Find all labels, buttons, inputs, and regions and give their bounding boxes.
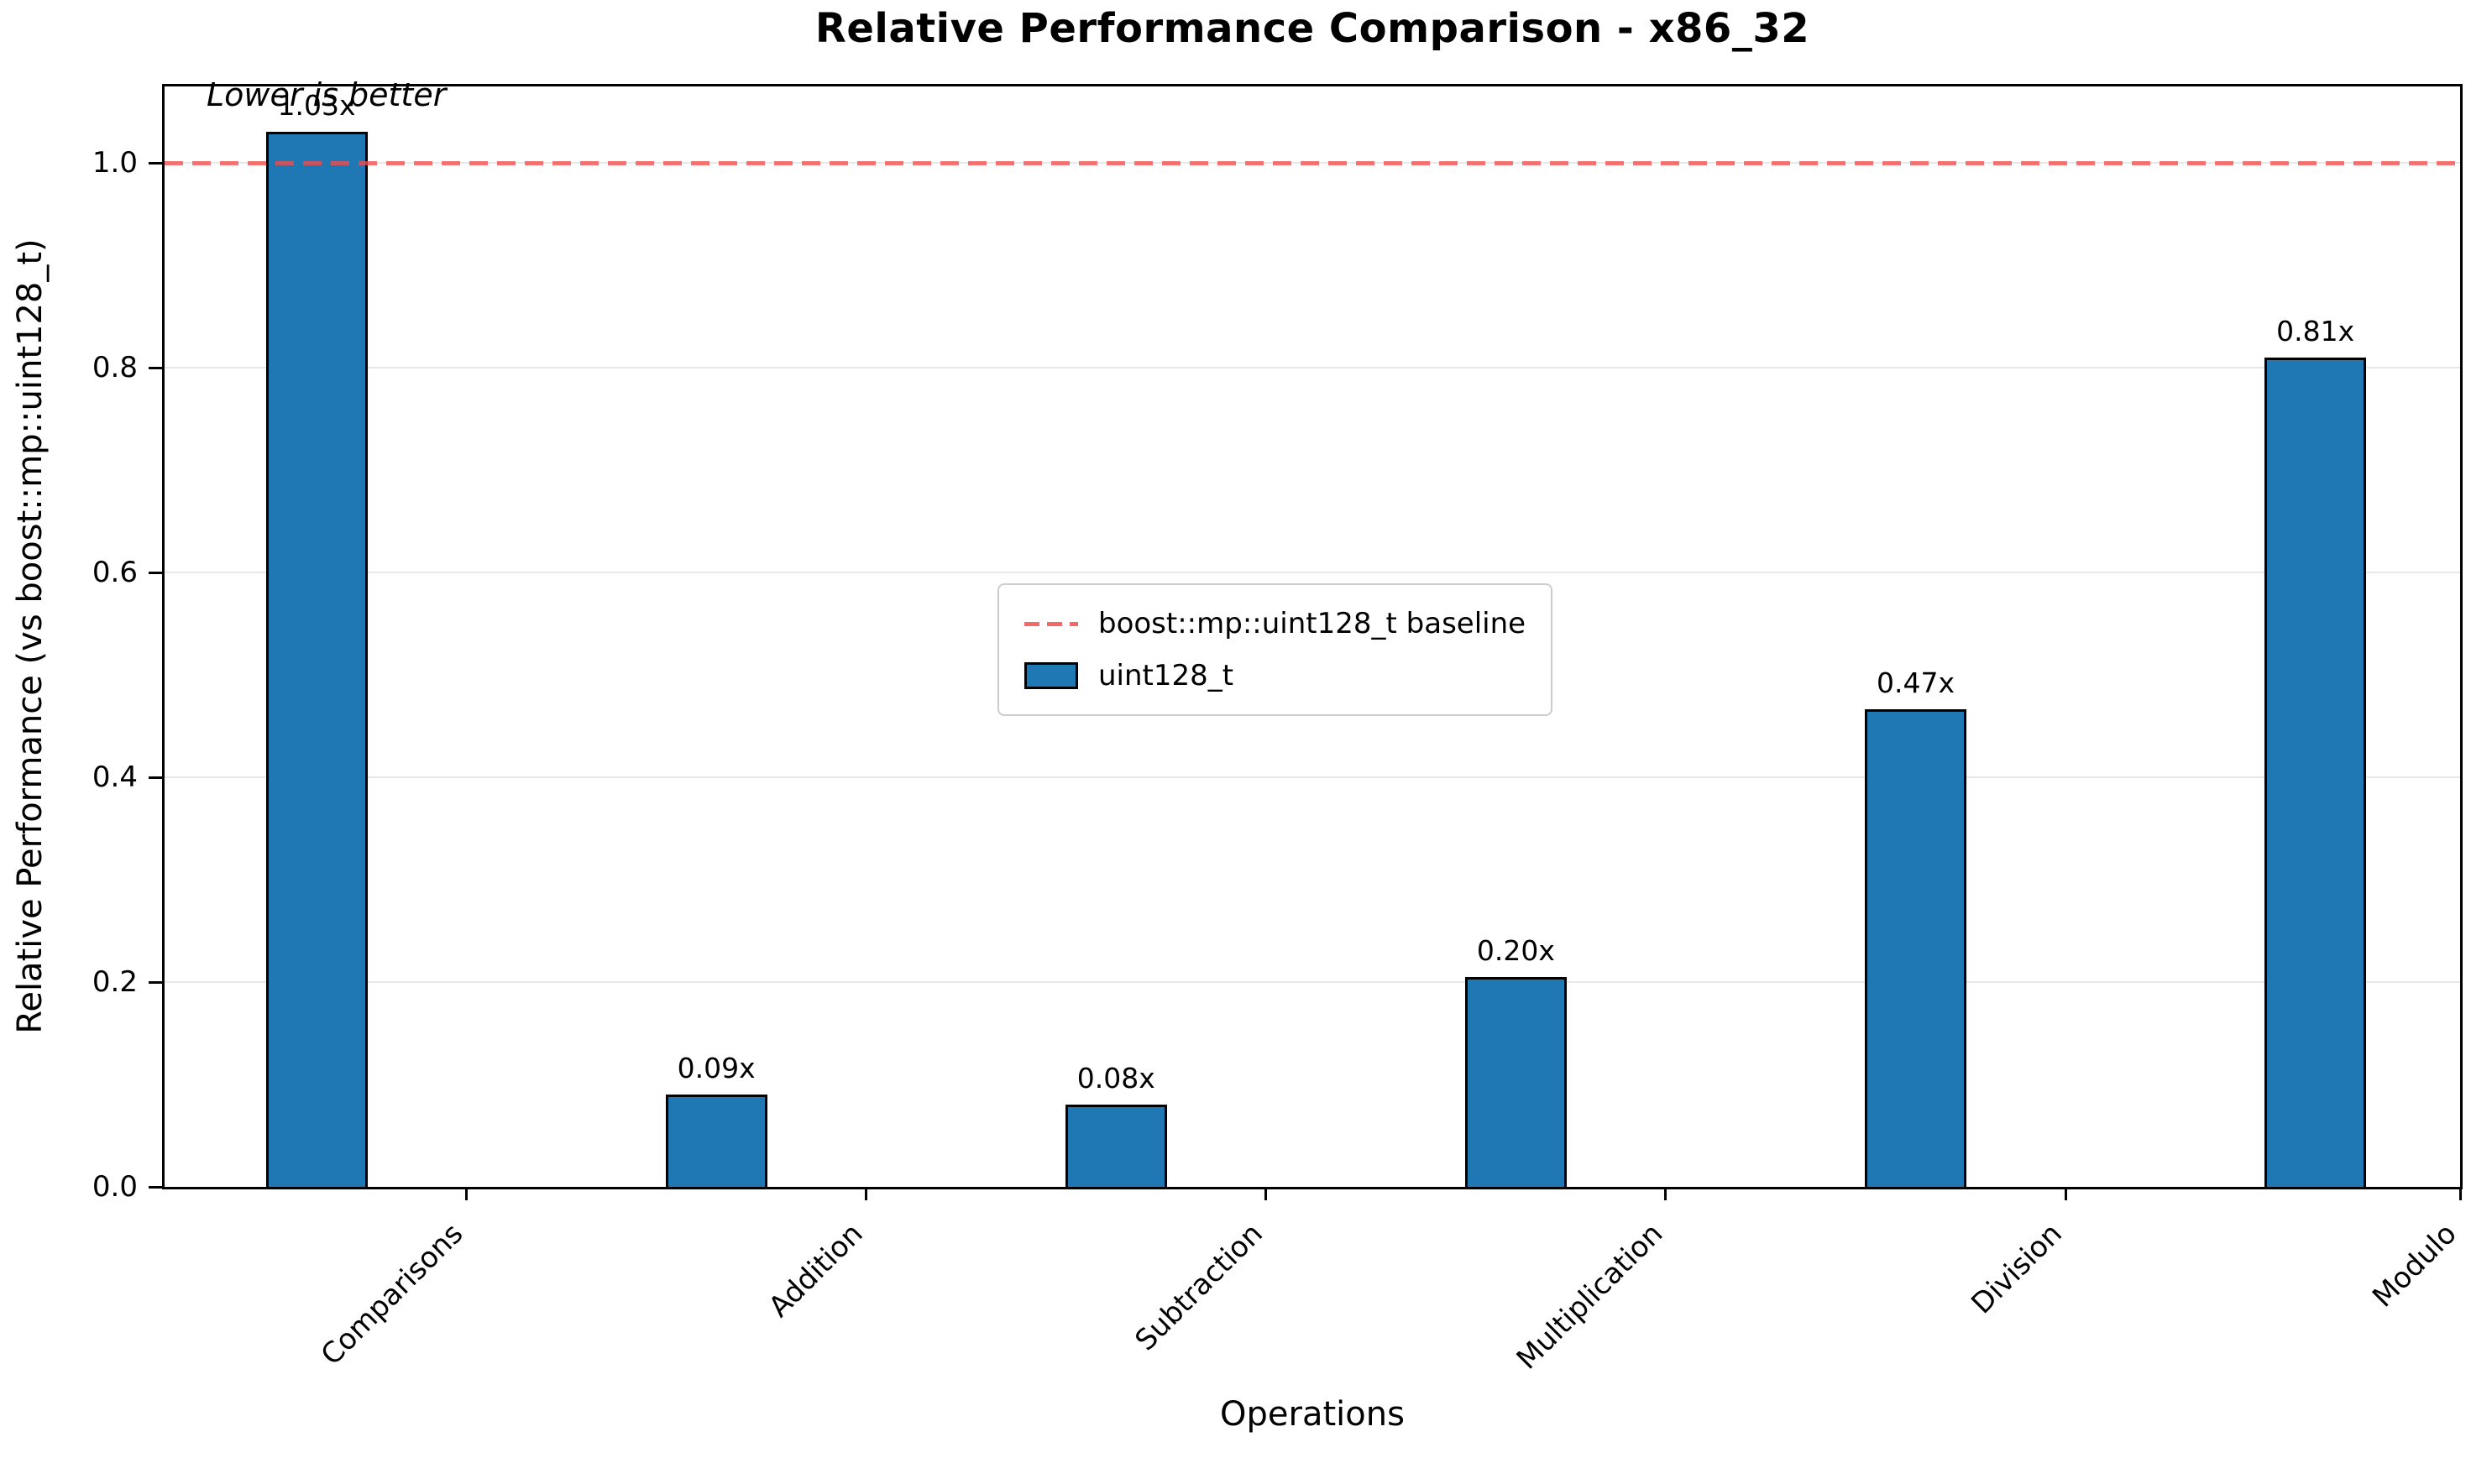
chart-title: Relative Performance Comparison - x86_32 bbox=[814, 5, 1810, 52]
y-tick-label: 0.6 bbox=[92, 556, 138, 589]
x-axis-tick bbox=[465, 1187, 468, 1200]
bar-value-label: 0.08x bbox=[1076, 1062, 1155, 1095]
bar-modulo bbox=[2264, 357, 2367, 1187]
x-category-label: Subtraction bbox=[1128, 1216, 1270, 1358]
baseline-dashed-line bbox=[165, 160, 2460, 165]
y-axis-tick bbox=[149, 571, 162, 574]
grid-line bbox=[165, 367, 2460, 368]
x-axis-tick bbox=[2064, 1187, 2067, 1200]
legend-row-baseline: boost::mp::uint128_t baseline bbox=[1024, 607, 1526, 640]
legend-bar-swatch bbox=[1024, 662, 1078, 689]
y-axis-tick bbox=[149, 161, 162, 165]
x-category-label: Addition bbox=[762, 1216, 870, 1325]
bar-addition bbox=[665, 1095, 767, 1187]
x-axis-tick bbox=[865, 1187, 868, 1200]
y-tick-label: 0.2 bbox=[92, 965, 138, 999]
x-axis-tick bbox=[1264, 1187, 1268, 1200]
x-axis-tick bbox=[1664, 1187, 1667, 1200]
y-tick-label: 0.0 bbox=[92, 1170, 138, 1204]
bar-value-label: 0.09x bbox=[677, 1052, 756, 1085]
bar-multiplication bbox=[1464, 976, 1567, 1187]
x-category-label: Division bbox=[1965, 1216, 2070, 1321]
y-axis-tick bbox=[149, 366, 162, 369]
y-tick-label: 1.0 bbox=[92, 146, 138, 180]
bar-value-label: 0.20x bbox=[1476, 933, 1555, 967]
plot-area: 1.03x 0.09x 0.08x 0.20x 0.47x 0.81x Lower is … bbox=[92, 76, 2463, 1377]
legend: boost::mp::uint128_t baseline uint128_t bbox=[997, 583, 1553, 716]
y-axis-tick bbox=[149, 980, 162, 984]
bar-value-label: 1.03x bbox=[277, 89, 356, 123]
grid-line bbox=[165, 572, 2460, 573]
x-axis-label: Operations bbox=[1220, 1395, 1405, 1434]
lower-is-better-annotation: Lower is better bbox=[207, 76, 447, 113]
bar-value-label: 0.81x bbox=[2276, 314, 2355, 347]
y-axis-tick bbox=[149, 1185, 162, 1189]
grid-line bbox=[165, 776, 2460, 778]
x-category-label: Comparisons bbox=[314, 1216, 470, 1372]
x-axis-tick bbox=[2458, 1187, 2462, 1200]
y-axis-tick bbox=[149, 776, 162, 779]
legend-dashed-line-sample bbox=[1024, 621, 1078, 626]
y-tick-label: 0.8 bbox=[92, 351, 138, 384]
x-category-label: Modulo bbox=[2366, 1216, 2464, 1314]
grid-line bbox=[165, 981, 2460, 983]
bar-comparisons bbox=[265, 132, 368, 1187]
legend-label-uint128: uint128_t bbox=[1098, 659, 1234, 692]
x-category-label: Multiplication bbox=[1510, 1216, 1670, 1377]
bar-division bbox=[1865, 709, 1967, 1187]
legend-label-baseline: boost::mp::uint128_t baseline bbox=[1098, 607, 1526, 640]
bar-value-label: 0.47x bbox=[1877, 666, 1955, 700]
y-tick-label: 0.4 bbox=[92, 760, 138, 794]
legend-row-uint128: uint128_t bbox=[1024, 659, 1526, 692]
y-axis-label: Relative Performance (vs boost::mp::uint… bbox=[11, 238, 50, 1034]
bar-subtraction bbox=[1065, 1105, 1167, 1187]
